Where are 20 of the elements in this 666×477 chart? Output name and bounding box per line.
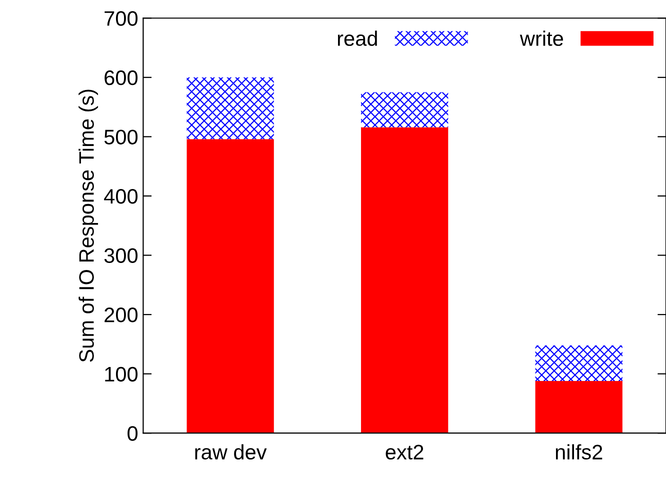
- bar: [186, 77, 274, 140]
- y-tick-label: 600: [104, 70, 138, 86]
- bar: [186, 139, 274, 434]
- y-tick-label: 300: [104, 248, 138, 264]
- bar: [535, 380, 622, 434]
- x-tick-label: nilfs2: [556, 444, 602, 460]
- x-tick-label: ext2: [386, 444, 424, 460]
- bar: [535, 345, 622, 381]
- y-axis-title: Sum of IO Response Time (s): [78, 90, 98, 362]
- y-tick-label: 100: [105, 366, 138, 382]
- bar: [361, 127, 448, 434]
- y-tick-label: 700: [104, 11, 138, 26]
- y-tick-label: 400: [104, 188, 138, 204]
- y-tick-label: 500: [104, 130, 138, 144]
- x-tick-label: raw dev: [195, 444, 267, 460]
- bar: [361, 92, 448, 128]
- y-tick-label: 200: [104, 308, 138, 322]
- legend-label: write: [520, 30, 563, 46]
- y-tick-label: 0: [128, 426, 138, 441]
- legend-label: read: [338, 30, 377, 46]
